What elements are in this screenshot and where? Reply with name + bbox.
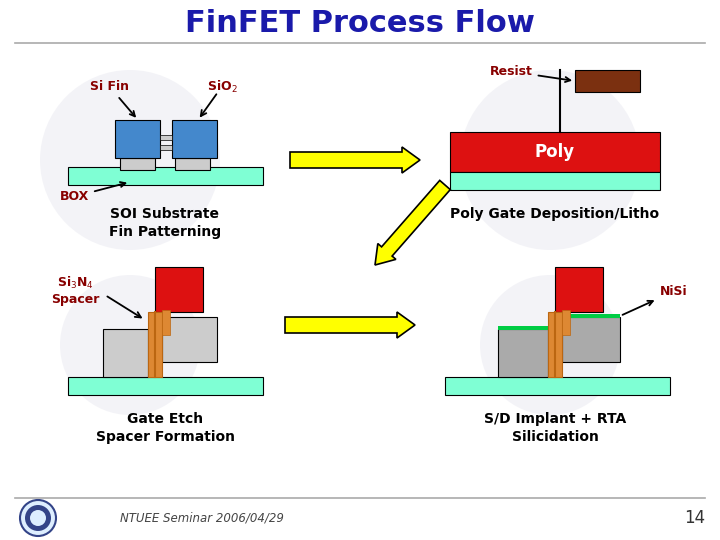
Circle shape [25,505,51,531]
Bar [162,310,170,335]
Bar [445,377,670,395]
Bar [450,132,660,172]
Bar [68,377,263,395]
FancyArrow shape [375,180,450,265]
FancyArrow shape [285,312,415,338]
Bar [562,310,570,335]
Bar [562,317,620,362]
Circle shape [60,275,200,415]
Bar [172,120,217,158]
Text: SOI Substrate
Fin Patterning: SOI Substrate Fin Patterning [109,207,221,239]
Text: Poly: Poly [535,143,575,161]
Bar [160,145,172,150]
Text: Gate Etch
Spacer Formation: Gate Etch Spacer Formation [96,412,235,444]
Bar [68,167,263,185]
Text: NTUEE Seminar 2006/04/29: NTUEE Seminar 2006/04/29 [120,511,284,524]
Text: 14: 14 [684,509,705,527]
Circle shape [40,70,220,250]
Bar [450,172,660,190]
Text: Resist: Resist [490,65,570,82]
Bar [555,267,603,312]
Bar [120,158,155,170]
Text: NiSi: NiSi [623,285,688,315]
Bar [562,314,620,318]
Bar [498,329,548,377]
Text: Poly Gate Deposition/Litho: Poly Gate Deposition/Litho [451,207,660,221]
Text: BOX: BOX [60,182,125,203]
Circle shape [30,510,46,526]
Bar [575,70,640,92]
FancyArrow shape [290,147,420,173]
Bar [115,120,160,158]
Text: S/D Implant + RTA
Silicidation: S/D Implant + RTA Silicidation [484,412,626,444]
Text: FinFET Process Flow: FinFET Process Flow [185,10,535,38]
Text: Si Fin: Si Fin [90,80,135,116]
Circle shape [20,500,56,536]
Bar [148,312,162,377]
Circle shape [460,70,640,250]
Text: Si$_3$N$_4$
Spacer: Si$_3$N$_4$ Spacer [51,274,99,306]
Text: SiO$_2$: SiO$_2$ [207,79,238,95]
Bar [175,158,210,170]
Bar [155,267,203,312]
Bar [162,317,217,362]
Bar [103,329,148,377]
Bar [160,135,172,140]
Bar [498,326,548,330]
Circle shape [480,275,620,415]
Bar [548,312,562,377]
